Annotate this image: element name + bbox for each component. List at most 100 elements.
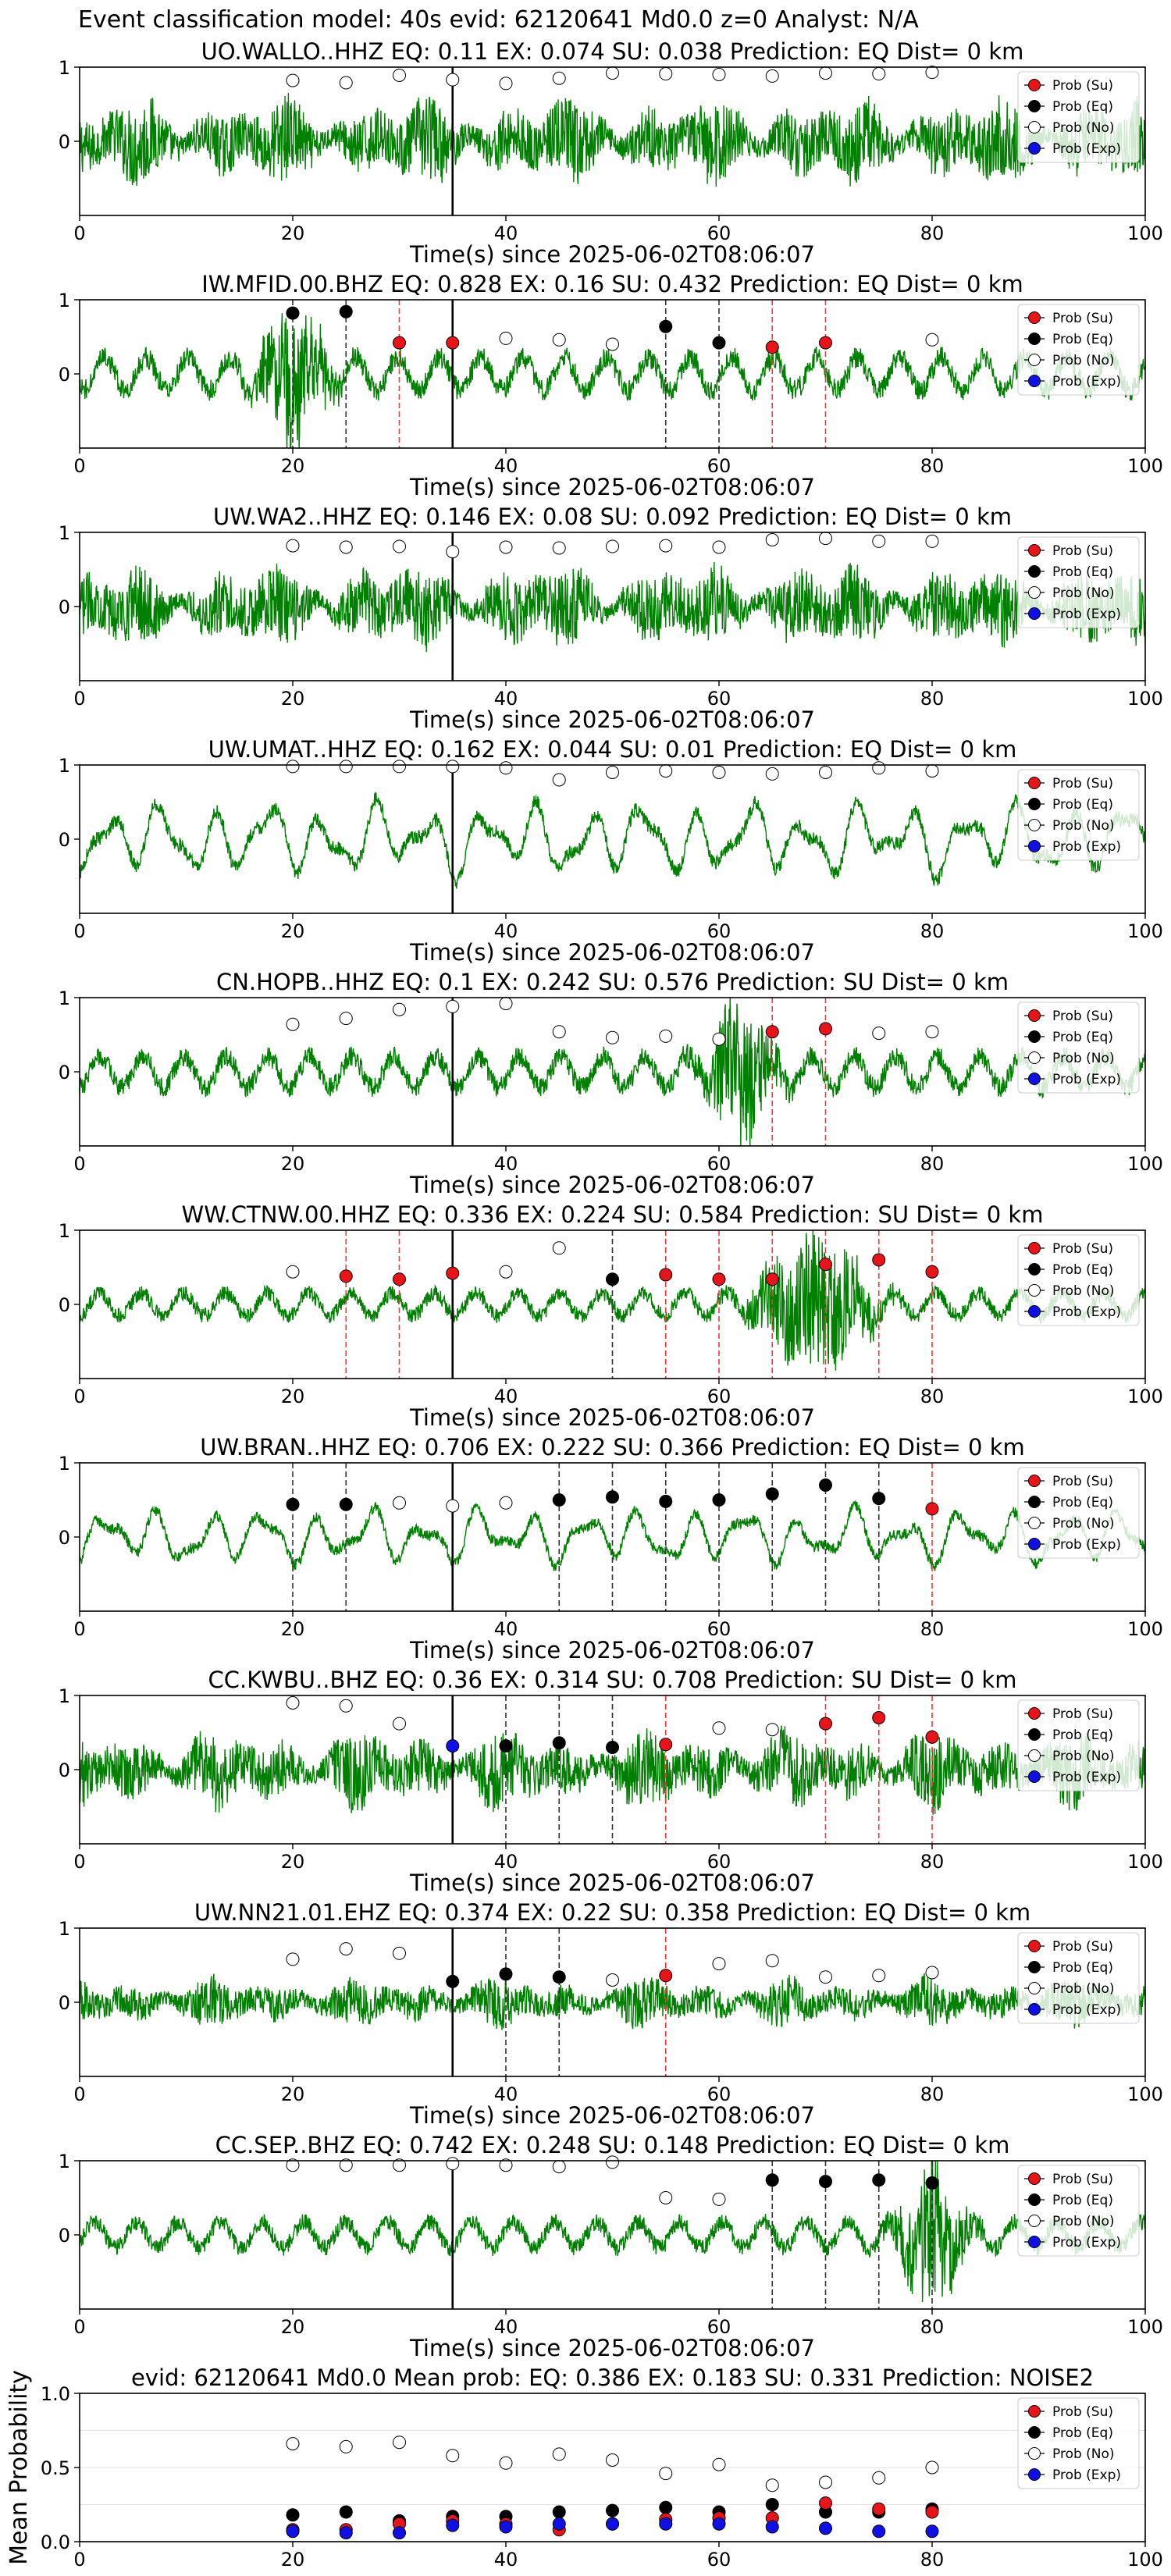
prob-point bbox=[552, 71, 566, 85]
waveform-trace bbox=[80, 92, 1145, 187]
legend-marker bbox=[1028, 1305, 1041, 1318]
prob-point bbox=[659, 764, 673, 778]
x-tick-label: 60 bbox=[707, 688, 731, 710]
legend-entry: Prob (Eq) bbox=[1052, 1262, 1113, 1278]
y-tick-label: 1 bbox=[59, 2151, 70, 2172]
legend: Prob (Su) Prob (Eq) Prob (No) Prob (Exp) bbox=[1017, 1932, 1140, 2024]
prob-point bbox=[499, 331, 513, 345]
prob-point bbox=[765, 1954, 779, 1968]
prob-point bbox=[552, 773, 566, 787]
legend-marker bbox=[1028, 2405, 1041, 2418]
prob-point bbox=[872, 2173, 886, 2187]
x-tick-label: 60 bbox=[707, 1851, 731, 1873]
x-tick-label: 100 bbox=[1127, 2316, 1163, 2338]
prob-point bbox=[765, 1272, 779, 1286]
prob-point bbox=[552, 2160, 566, 2174]
panel-11: evid: 62120641 Md0.0 Mean prob: EQ: 0.38… bbox=[5, 2364, 1163, 2571]
prob-point bbox=[872, 2471, 886, 2485]
legend-entry: Prob (No) bbox=[1052, 1749, 1115, 1764]
x-tick-label: 100 bbox=[1127, 920, 1163, 942]
legend-marker bbox=[1028, 2236, 1041, 2248]
prob-point bbox=[446, 2518, 460, 2532]
prob-point bbox=[286, 1017, 300, 1031]
y-tick-label: 1 bbox=[59, 1220, 70, 1242]
legend-marker bbox=[1028, 79, 1041, 91]
prob-point bbox=[872, 2502, 886, 2516]
prob-point bbox=[765, 2498, 779, 2511]
prob-point bbox=[606, 337, 619, 351]
legend-entry: Prob (Su) bbox=[1052, 2404, 1113, 2420]
prob-point bbox=[765, 2520, 779, 2534]
waveform-trace bbox=[80, 313, 1145, 448]
y-tick-label: 0 bbox=[59, 1527, 70, 1549]
prob-point bbox=[446, 73, 460, 87]
legend-marker bbox=[1028, 1707, 1041, 1720]
legend: Prob (Su) Prob (Eq) Prob (No) Prob (Exp) bbox=[1017, 769, 1140, 861]
prob-point bbox=[499, 2520, 513, 2534]
prob-point bbox=[765, 533, 779, 546]
prob-point bbox=[819, 2521, 832, 2535]
panel-4: UW.UMAT..HHZ EQ: 0.162 EX: 0.044 SU: 0.0… bbox=[59, 736, 1163, 966]
legend-marker bbox=[1028, 2468, 1041, 2481]
x-tick-label: 80 bbox=[920, 2083, 945, 2105]
legend-entry: Prob (No) bbox=[1052, 585, 1115, 601]
prob-point bbox=[552, 1970, 566, 1984]
prob-point bbox=[499, 540, 513, 554]
legend-entry: Prob (Exp) bbox=[1052, 1304, 1121, 1320]
prob-point bbox=[339, 2505, 353, 2519]
prob-point bbox=[712, 2517, 726, 2531]
legend-entry: Prob (Su) bbox=[1052, 1474, 1113, 1489]
x-tick-label: 20 bbox=[281, 2549, 305, 2571]
prob-point bbox=[765, 1723, 779, 1737]
y-tick-label: 1.0 bbox=[41, 2383, 70, 2405]
prob-point bbox=[765, 2173, 779, 2187]
prob-point bbox=[925, 2505, 939, 2519]
legend-entry: Prob (Exp) bbox=[1052, 839, 1121, 855]
x-tick-label: 100 bbox=[1127, 1386, 1163, 1407]
prob-point bbox=[286, 1696, 300, 1710]
panel-2: IW.MFID.00.BHZ EQ: 0.828 EX: 0.16 SU: 0.… bbox=[59, 271, 1163, 500]
legend-marker bbox=[1028, 1009, 1041, 1022]
legend-marker bbox=[1028, 1284, 1041, 1297]
axes-frame bbox=[79, 299, 1146, 449]
panel-9: UW.NN21.01.EHZ EQ: 0.374 EX: 0.22 SU: 0.… bbox=[59, 1899, 1163, 2129]
legend-entry: Prob (Exp) bbox=[1052, 1770, 1121, 1785]
prob-point bbox=[393, 2158, 406, 2172]
prob-point bbox=[393, 2435, 406, 2450]
x-tick-label: 40 bbox=[494, 2549, 518, 2571]
y-tick-label: 0 bbox=[59, 1062, 70, 1083]
legend-box bbox=[1017, 1002, 1140, 1094]
prob-point bbox=[606, 1490, 619, 1504]
prob-point bbox=[286, 2524, 300, 2539]
legend-entry: Prob (Eq) bbox=[1052, 797, 1113, 813]
legend-box bbox=[1017, 1234, 1140, 1326]
prob-point bbox=[552, 1025, 566, 1039]
prob-point bbox=[872, 534, 886, 548]
prob-point bbox=[819, 336, 832, 350]
prob-point bbox=[925, 1502, 939, 1516]
legend-marker bbox=[1028, 1475, 1041, 1487]
legend: Prob (Su) Prob (Eq) Prob (No) Prob (Exp) bbox=[1017, 1467, 1140, 1559]
panel-title: UW.NN21.01.EHZ EQ: 0.374 EX: 0.22 SU: 0.… bbox=[194, 1899, 1030, 1926]
y-tick-label: 0 bbox=[59, 1992, 70, 2014]
y-tick-label: 0 bbox=[59, 1759, 70, 1781]
legend-box bbox=[1017, 1699, 1140, 1791]
prob-point bbox=[499, 76, 513, 91]
x-tick-label: 80 bbox=[920, 1386, 945, 1407]
x-axis-label: Time(s) since 2025-06-02T08:06:07 bbox=[409, 474, 815, 500]
prob-point bbox=[925, 1966, 939, 1980]
x-tick-label: 60 bbox=[707, 455, 731, 477]
prob-point bbox=[446, 999, 460, 1013]
legend-marker bbox=[1028, 2172, 1041, 2185]
x-tick-label: 100 bbox=[1127, 1851, 1163, 1873]
legend-marker bbox=[1028, 777, 1041, 789]
prob-point bbox=[606, 766, 619, 779]
x-axis-label: Time(s) since 2025-06-02T08:06:07 bbox=[409, 2102, 815, 2129]
prob-point bbox=[606, 66, 619, 80]
x-tick-label: 60 bbox=[707, 1386, 731, 1407]
prob-point bbox=[499, 761, 513, 775]
prob-point bbox=[872, 1969, 886, 1983]
legend-entry: Prob (Eq) bbox=[1052, 1030, 1113, 1045]
panel-1: UO.WALLO..HHZ EQ: 0.11 EX: 0.074 SU: 0.0… bbox=[59, 38, 1163, 268]
prob-point bbox=[819, 1970, 832, 1984]
